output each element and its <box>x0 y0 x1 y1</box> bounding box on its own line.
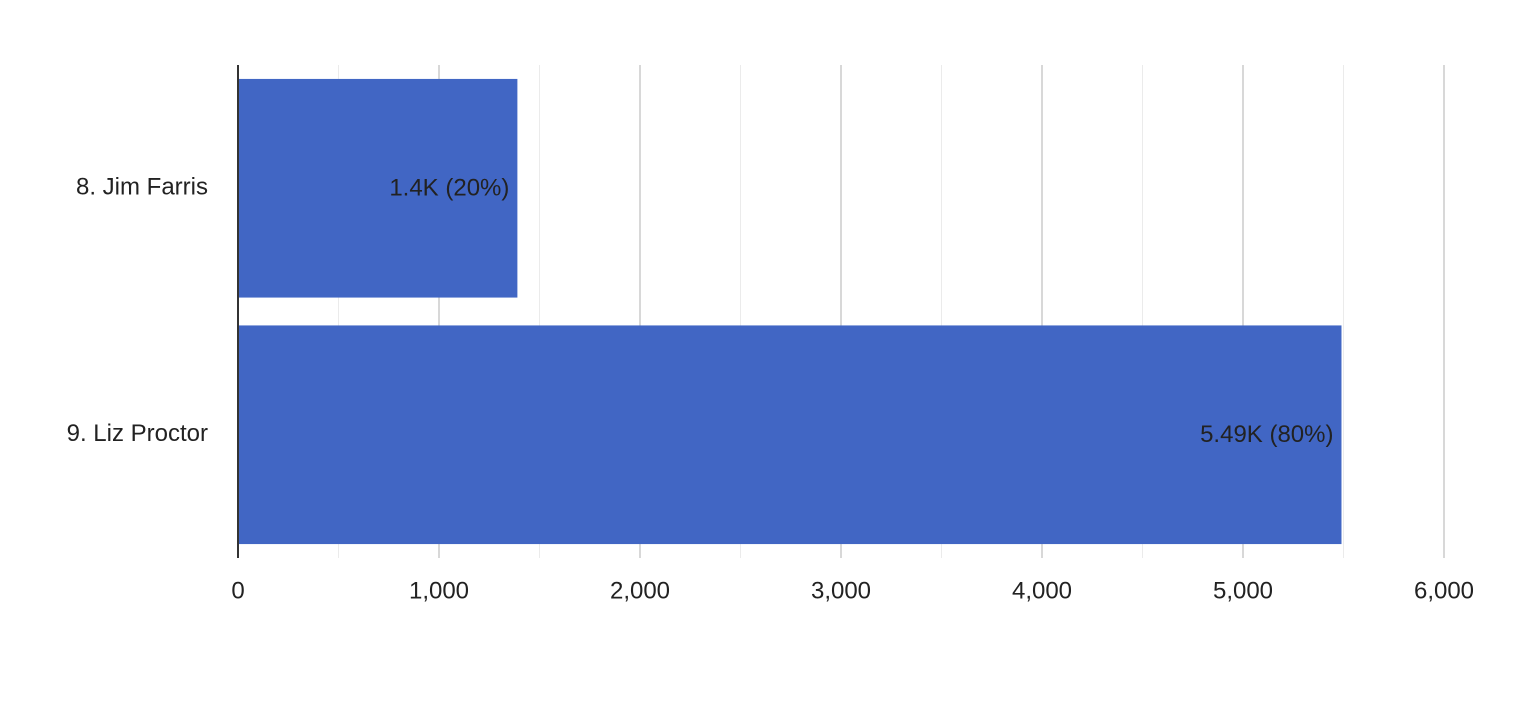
x-tick-label: 2,000 <box>610 577 670 604</box>
x-tick-label: 5,000 <box>1213 577 1273 604</box>
bar <box>238 78 518 298</box>
bar <box>238 325 1342 545</box>
x-tick-label: 6,000 <box>1414 577 1474 604</box>
x-tick-label: 0 <box>231 577 244 604</box>
value-label: 5.49K (80%) <box>1200 421 1333 448</box>
x-tick-label: 4,000 <box>1012 577 1072 604</box>
y-tick-label: 9. Liz Proctor <box>67 420 208 447</box>
y-tick-label: 8. Jim Farris <box>76 174 208 201</box>
x-tick-label: 3,000 <box>811 577 871 604</box>
value-label: 1.4K (20%) <box>389 175 509 202</box>
x-tick-label: 1,000 <box>409 577 469 604</box>
